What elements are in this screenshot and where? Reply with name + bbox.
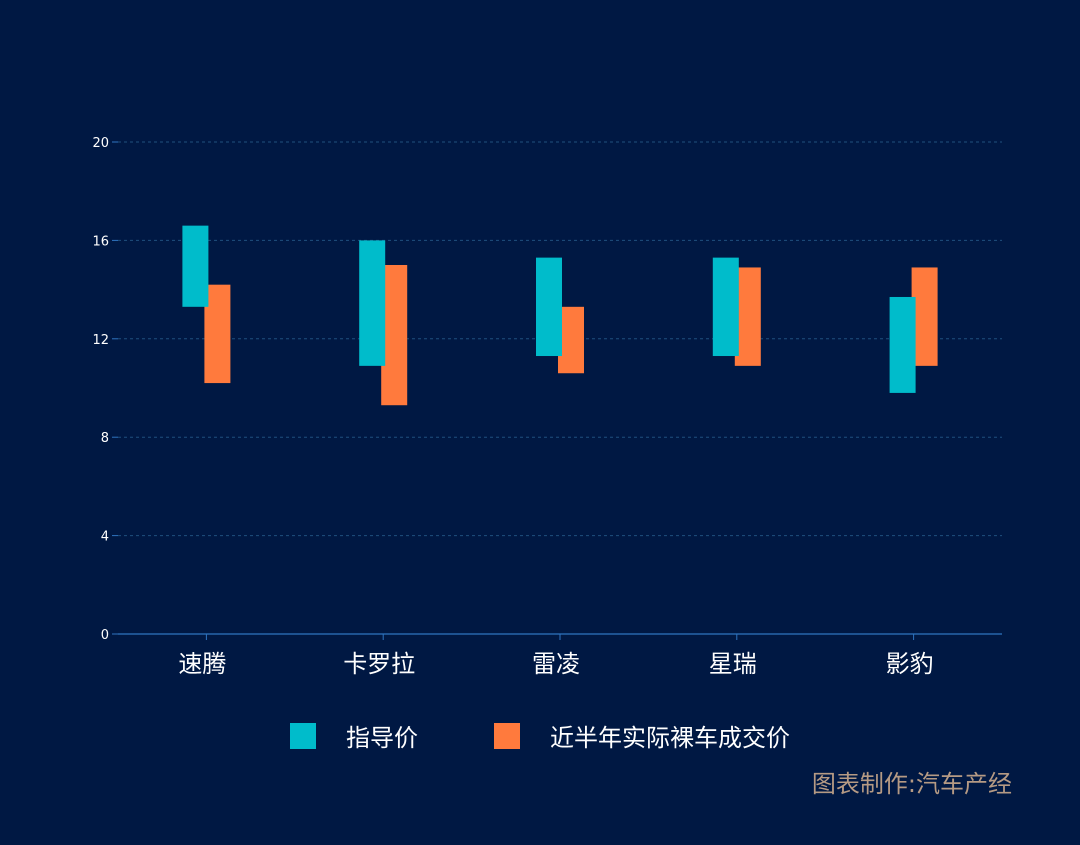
y-tick-label: 12 — [92, 333, 109, 348]
legend-label-guide-price: 指导价 — [346, 724, 418, 752]
x-tick-label: 星瑞 — [709, 650, 757, 678]
legend: 指导价 近半年实际裸车成交价 — [0, 718, 1080, 753]
bar-actual-price — [558, 306, 584, 374]
bar-actual-price — [734, 267, 761, 366]
y-tick-label: 0 — [101, 628, 109, 643]
legend-label-actual-price: 近半年实际裸车成交价 — [550, 724, 790, 752]
x-tick-label: 影豹 — [886, 650, 934, 678]
bar-guide-price — [712, 257, 739, 357]
legend-item-guide-price: 指导价 — [290, 718, 418, 753]
bar-actual-price — [204, 284, 231, 384]
y-tick-label: 8 — [101, 431, 109, 446]
bar-actual-price — [381, 265, 408, 406]
legend-swatch-guide-price — [290, 722, 316, 749]
bar-guide-price — [359, 240, 386, 366]
x-tick-label: 卡罗拉 — [343, 650, 415, 678]
bar-guide-price — [182, 225, 209, 307]
y-tick-label: 4 — [101, 530, 109, 545]
bar-guide-price — [889, 296, 916, 393]
y-tick-label: 16 — [92, 234, 109, 249]
legend-swatch-actual-price — [494, 722, 520, 749]
bar-guide-price — [536, 257, 562, 357]
x-tick-label: 速腾 — [178, 650, 226, 678]
legend-item-actual-price: 近半年实际裸车成交价 — [494, 718, 790, 753]
bar-actual-price — [911, 267, 938, 366]
x-tick-label: 雷凌 — [532, 650, 580, 678]
y-tick-label: 20 — [92, 136, 109, 151]
chart-credit: 图表制作:汽车产经 — [811, 770, 1012, 798]
